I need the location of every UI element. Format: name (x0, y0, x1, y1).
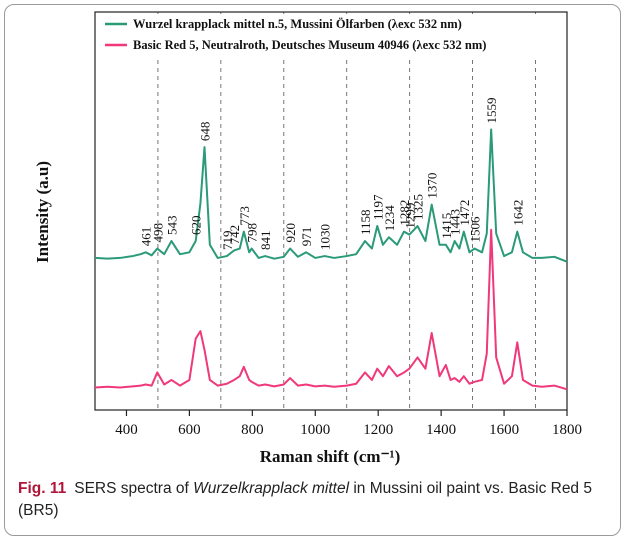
x-tick-label: 800 (241, 422, 264, 438)
peak-label: 1325 (411, 194, 426, 220)
caption: Fig. 11 SERS spectra of Wurzelkrapplack m… (18, 478, 613, 522)
peak-label: 719 (220, 231, 235, 251)
plot-frame (94, 11, 568, 411)
caption-text: in Mussini oil paint vs. Basic Red 5 (BR… (18, 480, 592, 519)
peak-label: 461 (139, 227, 154, 247)
spectrum-line (94, 128, 568, 263)
legend-label: Wurzel krapplack mittel n.5, Mussini Ölf… (133, 17, 462, 31)
figure-frame (4, 4, 621, 536)
x-tick-label: 1200 (363, 422, 393, 438)
peak-label: 1506 (467, 216, 482, 243)
peak-label: 1030 (318, 224, 333, 250)
peak-label: 1282 (397, 200, 412, 226)
peak-label: 1642 (510, 200, 525, 226)
peak-label: 1234 (382, 205, 397, 232)
peak-label: 920 (283, 223, 298, 243)
peak-label: 648 (198, 122, 213, 142)
peak-label: 1299 (402, 203, 417, 229)
peak-label: 1415 (439, 213, 454, 239)
peak-label: 1370 (425, 173, 440, 199)
spectrum-line (94, 228, 568, 391)
peak-label: 841 (258, 231, 273, 251)
y-axis-label: Intensity (a.u) (33, 161, 52, 263)
chart: Raman shift (cm⁻¹) Intensity (a.u) 400 60… (33, 11, 582, 466)
x-tick-label: 1600 (489, 422, 519, 438)
peak-label: 971 (299, 227, 314, 247)
peak-label: 1443 (448, 209, 463, 235)
x-tick-label: 1000 (300, 422, 330, 438)
caption-italic: Wurzelkrapplack mittel (193, 480, 350, 497)
x-tick-label: 1400 (426, 422, 456, 438)
legend-label: Basic Red 5, Neutralroth, Deutsches Muse… (133, 38, 486, 52)
caption-label: Fig. 11 (18, 480, 67, 497)
peak-label: 1158 (358, 210, 373, 236)
x-tick-label: 1800 (552, 422, 582, 438)
peak-label: 798 (245, 223, 260, 243)
peak-label: 620 (189, 216, 204, 236)
peak-label: 773 (237, 206, 252, 226)
x-tick-label: 600 (178, 422, 201, 438)
caption-text: SERS spectra of (74, 480, 194, 497)
peak-label: 1197 (370, 194, 385, 220)
peak-label: 1472 (457, 200, 472, 226)
peak-label: 742 (227, 225, 242, 245)
peak-label: 1559 (484, 98, 499, 124)
peak-label: 498 (150, 223, 165, 243)
x-axis-label: Raman shift (cm⁻¹) (260, 447, 401, 466)
legend-box (101, 14, 556, 58)
peak-label: 543 (164, 216, 179, 236)
x-tick-label: 400 (115, 422, 138, 438)
